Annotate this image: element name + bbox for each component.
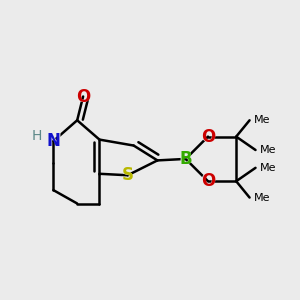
Text: S: S xyxy=(122,166,134,184)
Text: Me: Me xyxy=(254,115,271,125)
Text: Me: Me xyxy=(260,145,277,155)
Text: O: O xyxy=(200,172,216,190)
Text: O: O xyxy=(76,88,90,106)
Text: Me: Me xyxy=(260,163,277,173)
Text: O: O xyxy=(76,88,91,106)
Text: N: N xyxy=(46,132,61,150)
Text: O: O xyxy=(201,128,215,146)
Text: O: O xyxy=(201,172,215,190)
Text: H: H xyxy=(32,129,42,143)
Text: B: B xyxy=(179,150,193,168)
Text: N: N xyxy=(46,132,60,150)
Text: S: S xyxy=(121,166,134,184)
Text: Me: Me xyxy=(254,193,271,202)
Text: O: O xyxy=(200,128,216,146)
Text: B: B xyxy=(179,150,192,168)
